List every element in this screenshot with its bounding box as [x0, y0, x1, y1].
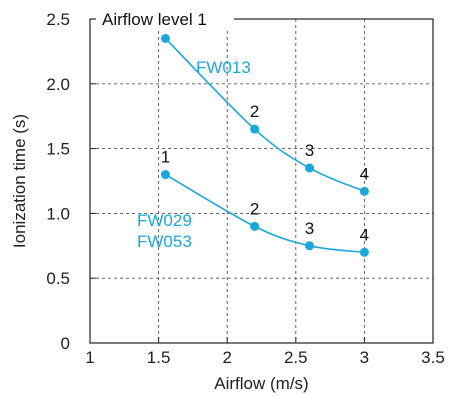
series-layer — [160, 33, 369, 257]
data-point — [359, 247, 369, 257]
data-point — [160, 170, 170, 180]
labels-layer: 2 3 4 FW013 1 2 3 4 FW029 FW053 — [137, 58, 369, 251]
y-tick-label: 1.5 — [46, 140, 70, 159]
data-point — [359, 186, 369, 196]
y-axis-title: Ionization time (s) — [10, 114, 29, 248]
x-tick-label: 3.5 — [421, 348, 445, 367]
data-point — [305, 163, 315, 173]
x-tick-label: 2.5 — [284, 348, 308, 367]
y-ticks: 0 0.5 1.0 1.5 2.0 2.5 — [46, 10, 96, 353]
y-tick-label: 0 — [61, 334, 70, 353]
x-tick-label: 1.5 — [147, 348, 171, 367]
y-tick-label: 2.0 — [46, 75, 70, 94]
point-label: 2 — [250, 102, 259, 121]
point-label: 2 — [250, 199, 259, 218]
x-tick-label: 3 — [360, 348, 369, 367]
data-point — [305, 241, 315, 251]
data-point — [160, 33, 170, 43]
x-tick-label: 2 — [222, 348, 231, 367]
data-point — [250, 124, 260, 134]
x-axis-title: Airflow (m/s) — [214, 374, 308, 393]
x-ticks: 1 1.5 2 2.5 3 3.5 — [85, 337, 445, 367]
point-label: 3 — [305, 141, 314, 160]
series-line — [164, 37, 365, 193]
y-tick-label: 2.5 — [46, 10, 70, 29]
x-tick-label: 1 — [85, 348, 94, 367]
point-label: 4 — [360, 225, 369, 244]
point-label: 3 — [305, 219, 314, 238]
y-tick-label: 1.0 — [46, 204, 70, 223]
series-label: FW013 — [196, 58, 251, 77]
data-point — [250, 221, 260, 231]
series-line — [165, 173, 365, 254]
point-label: 1 — [161, 148, 170, 167]
y-tick-label: 0.5 — [46, 269, 70, 288]
plot-frame — [89, 18, 434, 344]
chart-title: Airflow level 1 — [102, 10, 207, 29]
grid — [90, 19, 433, 343]
series-label: FW029 FW053 — [137, 211, 192, 251]
title-background — [96, 10, 234, 28]
point-label: 4 — [360, 164, 369, 183]
